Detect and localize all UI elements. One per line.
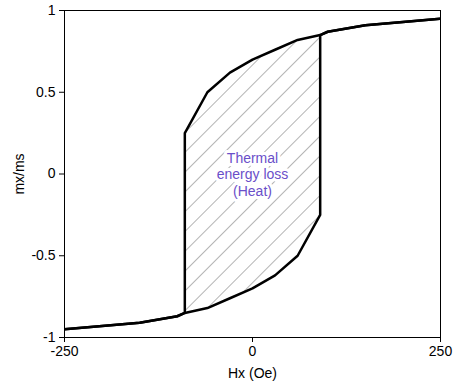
- svg-text:250: 250: [429, 343, 453, 359]
- svg-text:1: 1: [48, 2, 56, 18]
- svg-text:-1: -1: [43, 329, 56, 345]
- svg-text:0.5: 0.5: [36, 84, 56, 100]
- svg-text:-250: -250: [50, 343, 78, 359]
- svg-text:Thermalenergy loss(Heat): Thermalenergy loss(Heat): [217, 150, 289, 200]
- svg-text:Hx (Oe): Hx (Oe): [228, 365, 277, 381]
- svg-text:-0.5: -0.5: [31, 247, 55, 263]
- svg-text:mx/ms: mx/ms: [11, 153, 27, 194]
- svg-text:0: 0: [249, 343, 257, 359]
- svg-text:0: 0: [48, 165, 56, 181]
